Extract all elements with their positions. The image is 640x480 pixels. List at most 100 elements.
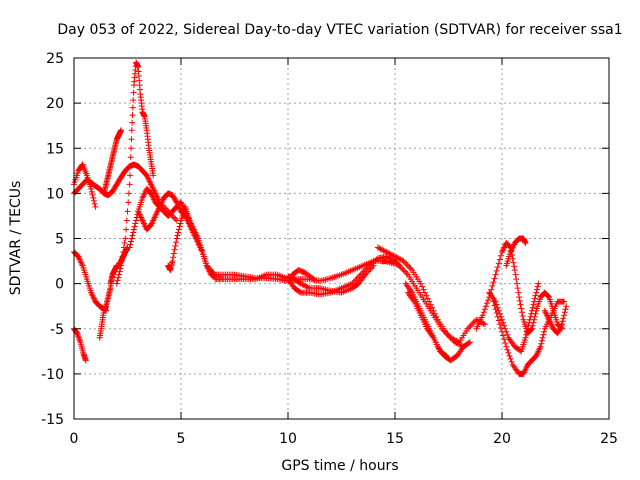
data-point: [88, 188, 95, 195]
data-point: [522, 240, 529, 247]
data-point: [530, 301, 537, 308]
data-point: [82, 357, 89, 364]
data-point: [113, 280, 120, 287]
data-point: [561, 298, 568, 305]
data-point: [515, 289, 522, 296]
data-point: [497, 252, 504, 259]
data-point: [560, 315, 567, 322]
y-tick-label: 0: [55, 277, 64, 293]
data-point: [540, 331, 547, 338]
data-point: [526, 316, 533, 323]
data-point: [484, 300, 491, 307]
data-point: [92, 203, 99, 210]
data-point: [537, 343, 544, 350]
data-point: [429, 304, 436, 311]
data-point: [90, 197, 97, 204]
data-point: [128, 145, 135, 152]
series-arc-20: [473, 240, 565, 337]
data-point: [177, 220, 184, 227]
data-point: [508, 358, 515, 365]
data-point: [175, 226, 182, 233]
y-axis-label: SDTVAR / TECUs: [8, 181, 24, 296]
data-point: [91, 200, 98, 207]
data-point: [511, 263, 518, 270]
data-point: [176, 223, 183, 230]
y-tick-label: 15: [46, 141, 64, 157]
series-arc-24: [541, 303, 570, 337]
data-point: [499, 316, 505, 323]
data-point: [465, 340, 472, 347]
x-tick-label: 10: [279, 431, 297, 447]
data-point: [510, 259, 517, 266]
data-point: [524, 325, 531, 332]
chart-title: Day 053 of 2022, Sidereal Day-to-day VTE…: [57, 22, 622, 38]
data-point: [403, 261, 410, 268]
data-point: [559, 318, 566, 325]
data-point: [115, 271, 122, 278]
y-tick-label: -15: [41, 412, 64, 428]
data-point: [538, 337, 545, 344]
data-point: [126, 181, 133, 188]
data-point: [125, 190, 132, 197]
data-point: [496, 256, 503, 263]
data-point: [440, 327, 447, 334]
data-point: [538, 340, 545, 347]
x-tick-label: 15: [386, 431, 404, 447]
data-point: [400, 267, 407, 274]
data-point: [130, 226, 137, 233]
data-point: [531, 298, 538, 305]
data-point: [495, 317, 502, 324]
data-point: [503, 328, 510, 335]
series-arc-17: [379, 258, 488, 346]
data-point: [172, 215, 179, 222]
series-arc-23: [503, 235, 529, 269]
data-point: [489, 282, 496, 289]
data-point: [533, 289, 540, 296]
data-point: [516, 294, 523, 301]
data-point: [506, 352, 513, 359]
data-point: [173, 239, 180, 246]
data-point: [497, 313, 504, 320]
data-point: [529, 304, 536, 311]
data-point: [502, 340, 509, 347]
data-point: [129, 119, 136, 126]
data-point: [169, 258, 176, 265]
data-point: [130, 229, 137, 236]
data-point: [118, 127, 125, 134]
data-point: [130, 89, 137, 96]
data-point: [496, 321, 503, 328]
data-point: [129, 232, 136, 239]
data-point: [403, 270, 410, 277]
x-tick-label: 0: [70, 431, 79, 447]
data-point: [118, 262, 125, 269]
data-point: [171, 246, 178, 253]
data-point: [173, 235, 180, 242]
data-point: [150, 172, 157, 179]
data-point: [467, 322, 474, 329]
data-point: [514, 285, 521, 292]
data-point: [120, 244, 127, 251]
data-point: [117, 265, 124, 272]
x-tick-label: 20: [493, 431, 511, 447]
data-point: [127, 241, 134, 248]
data-point: [123, 217, 130, 224]
data-point: [88, 185, 95, 192]
data-point: [309, 275, 316, 282]
data-point: [133, 217, 140, 224]
data-point: [127, 154, 134, 161]
data-point: [532, 292, 539, 299]
data-point: [427, 301, 434, 308]
data-point: [404, 262, 411, 269]
data-point: [399, 265, 406, 272]
data-point: [129, 104, 136, 111]
data-point: [501, 322, 508, 329]
data-point: [528, 310, 535, 317]
data-point: [507, 355, 514, 362]
data-point: [366, 267, 373, 274]
data-point: [89, 191, 96, 198]
data-point: [535, 280, 542, 287]
series-arc-8: [113, 59, 157, 287]
y-tick-label: 10: [46, 186, 64, 202]
data-point: [424, 295, 431, 302]
